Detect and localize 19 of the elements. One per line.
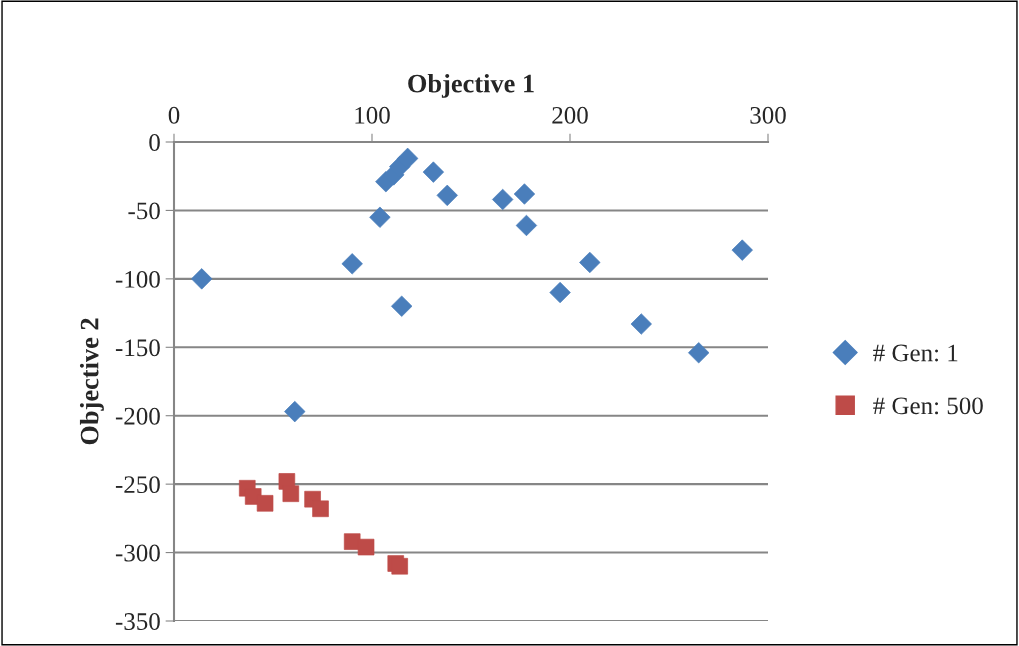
point	[630, 313, 652, 335]
legend-label: # Gen: 500	[873, 397, 983, 415]
y-tick-label: -200	[115, 407, 160, 425]
x-tick-label: 300	[750, 106, 786, 124]
y-tick-label: -300	[115, 544, 160, 562]
y-tick-label: -350	[115, 613, 160, 630]
y-tick-label: -100	[115, 270, 160, 288]
y-tick-label: -50	[128, 202, 160, 220]
y-tick-label: -150	[115, 339, 160, 357]
x-tick-label: 100	[355, 106, 390, 124]
x-tick-label: 200	[552, 106, 588, 124]
point	[515, 214, 538, 237]
y-tick-label: -250	[115, 476, 160, 494]
y-tick-label: 0	[149, 134, 160, 151]
legend-label: # Gen: 1	[873, 344, 958, 362]
x-tick-label: 0	[168, 106, 180, 124]
x-axis-title: Objective 1	[408, 73, 534, 98]
y-axis-title: Objective 2	[79, 318, 104, 445]
point	[396, 147, 419, 170]
